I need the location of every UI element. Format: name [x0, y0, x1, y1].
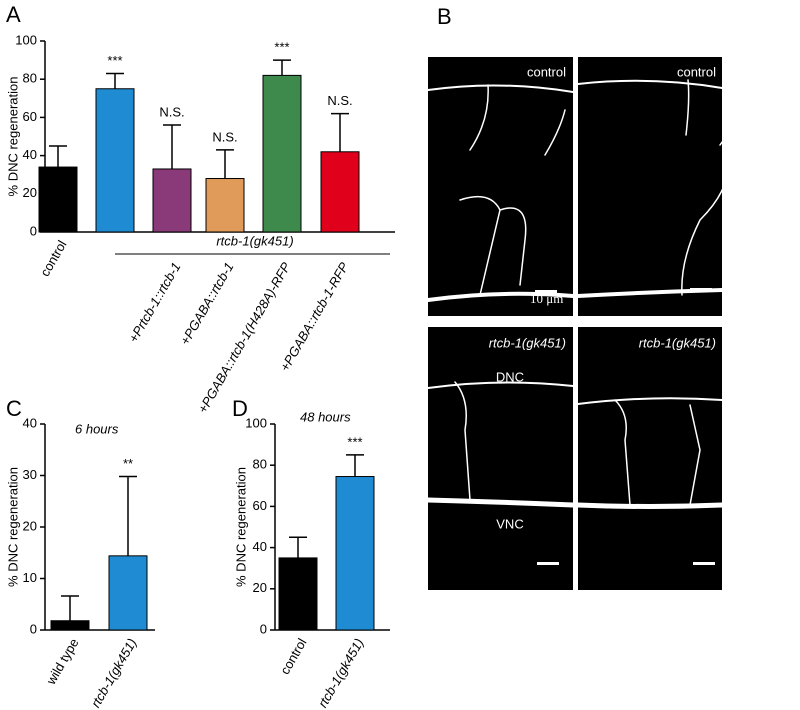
x-tick-label: wild type [43, 636, 82, 688]
y-tick-label: 20 [253, 580, 267, 595]
bar [205, 178, 245, 233]
bar [152, 168, 192, 233]
y-tick-label: 60 [253, 498, 267, 513]
group-label: rtcb-1(gk451) [216, 233, 293, 248]
y-tick-label: 60 [23, 109, 37, 124]
x-tick-label: rtcb-1(gk451) [88, 636, 140, 710]
bar [38, 166, 78, 233]
y-tick-label: 40 [23, 415, 37, 430]
y-tick-label: 80 [23, 71, 37, 86]
micrograph [578, 57, 722, 316]
micrograph [428, 327, 573, 590]
bar [278, 557, 318, 631]
micrographs: control control rtcb-1(gk451) rtcb-1(gk4… [425, 57, 746, 590]
y-tick-label: 100 [245, 415, 267, 430]
y-tick-label: 10 [23, 570, 37, 585]
x-tick-label: +PGABA::rtcb-1 [177, 260, 236, 348]
panel-label: D [232, 396, 248, 421]
bar [50, 620, 90, 631]
bar [108, 555, 148, 631]
x-tick-label: control [277, 636, 310, 677]
y-axis-label: % DNC regeneration [5, 77, 20, 197]
panel-label: A [6, 2, 21, 27]
cord-label: DNC [496, 369, 524, 384]
image-label: rtcb-1(gk451) [639, 335, 716, 350]
subtitle: 6 hours [75, 421, 119, 436]
bar [95, 88, 135, 233]
y-tick-label: 40 [23, 147, 37, 162]
y-axis-label: % DNC regeneration [5, 467, 20, 587]
significance: N.S. [327, 93, 352, 108]
significance: N.S. [212, 129, 237, 144]
image-label: rtcb-1(gk451) [489, 335, 566, 350]
bar [262, 74, 302, 233]
image-label: control [527, 64, 566, 79]
micrograph [428, 57, 573, 316]
x-tick-label: +PGABA::rtcb-1-RFP [277, 259, 352, 373]
bar [320, 151, 360, 233]
significance: *** [107, 53, 122, 68]
panel-label: C [6, 396, 22, 421]
y-tick-label: 0 [30, 223, 37, 238]
y-tick-label: 30 [23, 467, 37, 482]
micrograph [578, 327, 722, 590]
y-tick-label: 100 [15, 32, 37, 47]
y-axis-label: % DNC regeneration [233, 467, 248, 587]
bar [335, 476, 375, 631]
significance: N.S. [159, 104, 184, 119]
significance: *** [347, 434, 362, 449]
x-tick-label: control [37, 238, 70, 279]
subtitle: 48 hours [300, 409, 351, 424]
cord-label: VNC [496, 516, 523, 531]
y-tick-label: 0 [260, 621, 267, 636]
y-tick-label: 20 [23, 185, 37, 200]
significance: ** [123, 456, 133, 471]
panel-label: B [437, 4, 452, 29]
y-tick-label: 20 [23, 518, 37, 533]
y-tick-label: 80 [253, 457, 267, 472]
neurons [425, 79, 746, 565]
scale-bar-label: 10 μm [530, 291, 563, 306]
x-tick-label: +Prtcb-1::rtcb-1 [126, 260, 184, 345]
image-label: control [677, 64, 716, 79]
y-tick-label: 40 [253, 539, 267, 554]
significance: *** [274, 40, 289, 55]
y-tick-label: 0 [30, 621, 37, 636]
x-tick-label: rtcb-1(gk451) [315, 636, 367, 710]
